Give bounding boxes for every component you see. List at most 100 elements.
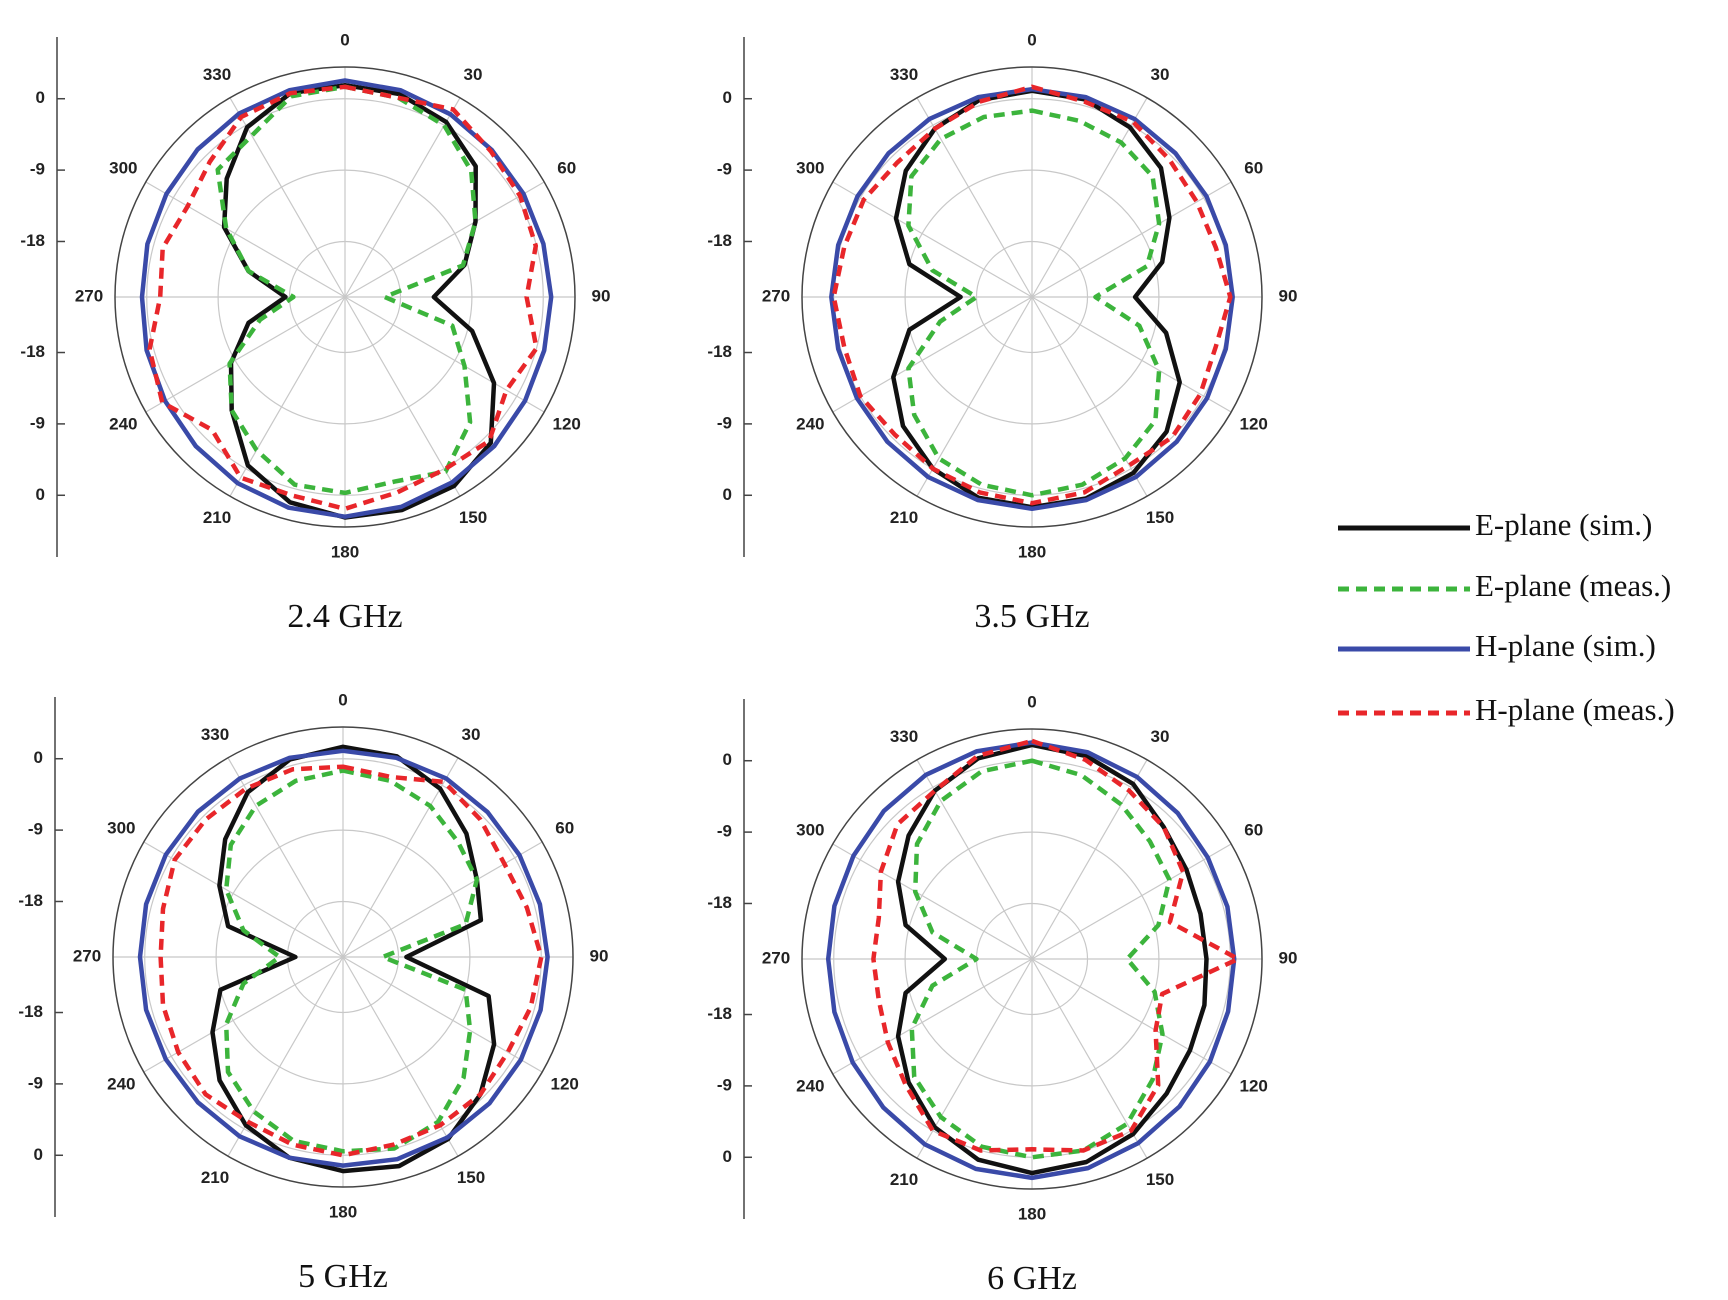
angle-label: 240 <box>109 414 137 433</box>
angle-label: 330 <box>890 65 918 84</box>
legend-label: H-plane (sim.) <box>1475 628 1656 663</box>
outer-circle <box>801 728 1263 1190</box>
angle-label: 330 <box>203 65 231 84</box>
angle-label: 270 <box>762 286 790 305</box>
angle-label: 240 <box>107 1074 135 1093</box>
angle-label: 30 <box>462 725 481 744</box>
angle-label: 30 <box>1151 65 1170 84</box>
series-line <box>831 84 1233 506</box>
radial-tick-label: -18 <box>707 342 732 361</box>
series-line <box>871 738 1241 1153</box>
angle-label: 150 <box>1146 508 1174 527</box>
angle-label: 180 <box>329 1202 357 1221</box>
legend-label: E-plane (meas.) <box>1475 568 1671 603</box>
angle-label: 300 <box>796 158 824 177</box>
radial-tick-label: -18 <box>18 1002 43 1021</box>
spoke <box>344 296 545 413</box>
spoke <box>1031 181 1232 298</box>
spoke <box>229 97 346 298</box>
angle-label: 210 <box>890 508 918 527</box>
angle-label: 120 <box>551 1074 579 1093</box>
spoke <box>342 757 459 958</box>
radial-tick-label: -9 <box>30 160 45 179</box>
radial-tick-label: -9 <box>717 413 732 432</box>
radial-tick-label: -9 <box>717 1075 732 1094</box>
spoke <box>916 97 1033 298</box>
angle-label: 150 <box>1146 1170 1174 1189</box>
spoke <box>832 181 1033 298</box>
angle-label: 270 <box>762 948 790 967</box>
radial-tick-label: -18 <box>18 891 43 910</box>
radial-tick-label: -9 <box>717 160 732 179</box>
angle-label: 30 <box>464 65 483 84</box>
chart-title: 5 GHz <box>298 1258 388 1295</box>
angle-label: 0 <box>1027 692 1036 711</box>
angle-label: 240 <box>796 414 824 433</box>
angle-label: 90 <box>1279 948 1298 967</box>
angle-label: 270 <box>75 286 103 305</box>
spoke <box>145 296 346 413</box>
angle-label: 210 <box>890 1170 918 1189</box>
angle-label: 0 <box>1027 30 1036 49</box>
spoke <box>1031 958 1232 1075</box>
spoke <box>916 759 1033 960</box>
radial-tick-label: -9 <box>717 822 732 841</box>
spoke <box>227 757 344 958</box>
angle-label: 330 <box>201 725 229 744</box>
series-line <box>223 768 480 1154</box>
spoke <box>832 843 1033 960</box>
series-line <box>147 84 539 512</box>
angle-label: 210 <box>203 508 231 527</box>
radial-tick-label: -9 <box>28 820 43 839</box>
angle-label: 90 <box>1279 286 1298 305</box>
spoke <box>1031 97 1148 298</box>
series-line <box>139 78 554 519</box>
spoke <box>143 956 344 1073</box>
spoke <box>1031 296 1232 413</box>
angle-label: 30 <box>1151 727 1170 746</box>
angle-label: 60 <box>1244 158 1263 177</box>
angle-label: 60 <box>557 158 576 177</box>
angle-label: 210 <box>201 1168 229 1187</box>
series-line <box>210 744 497 1174</box>
angle-label: 90 <box>590 946 609 965</box>
spoke <box>916 958 1033 1159</box>
series-line <box>825 740 1237 1181</box>
series-line <box>906 108 1162 498</box>
angle-label: 180 <box>331 542 359 561</box>
angle-label: 120 <box>1240 414 1268 433</box>
angle-label: 240 <box>796 1076 824 1095</box>
radial-tick-label: 0 <box>34 1145 43 1164</box>
angle-label: 180 <box>1018 1204 1046 1223</box>
radial-tick-label: -9 <box>30 413 45 432</box>
spoke <box>342 841 543 958</box>
spoke <box>143 841 344 958</box>
angle-label: 270 <box>73 946 101 965</box>
radial-tick-label: -9 <box>28 1073 43 1092</box>
legend-label: E-plane (sim.) <box>1475 507 1652 542</box>
angle-label: 150 <box>459 508 487 527</box>
series-line <box>909 758 1172 1160</box>
spoke <box>1031 843 1232 960</box>
chart-title: 3.5 GHz <box>974 598 1089 635</box>
angle-label: 0 <box>338 690 347 709</box>
radial-tick-label: 0 <box>723 1147 732 1166</box>
angle-label: 120 <box>553 414 581 433</box>
spoke <box>145 181 346 298</box>
angle-label: 330 <box>890 727 918 746</box>
radial-tick-label: 0 <box>34 748 43 767</box>
spoke <box>344 296 461 497</box>
spoke <box>342 956 543 1073</box>
legend-label: H-plane (meas.) <box>1475 692 1675 727</box>
outer-circle <box>114 66 576 528</box>
chart-title: 2.4 GHz <box>287 598 402 635</box>
outer-circle <box>801 66 1263 528</box>
radial-tick-label: -18 <box>707 231 732 250</box>
spoke <box>344 97 461 298</box>
spoke <box>832 296 1033 413</box>
angle-label: 60 <box>555 818 574 837</box>
angle-label: 300 <box>109 158 137 177</box>
spoke <box>1031 958 1148 1159</box>
outer-circle <box>112 726 574 1188</box>
